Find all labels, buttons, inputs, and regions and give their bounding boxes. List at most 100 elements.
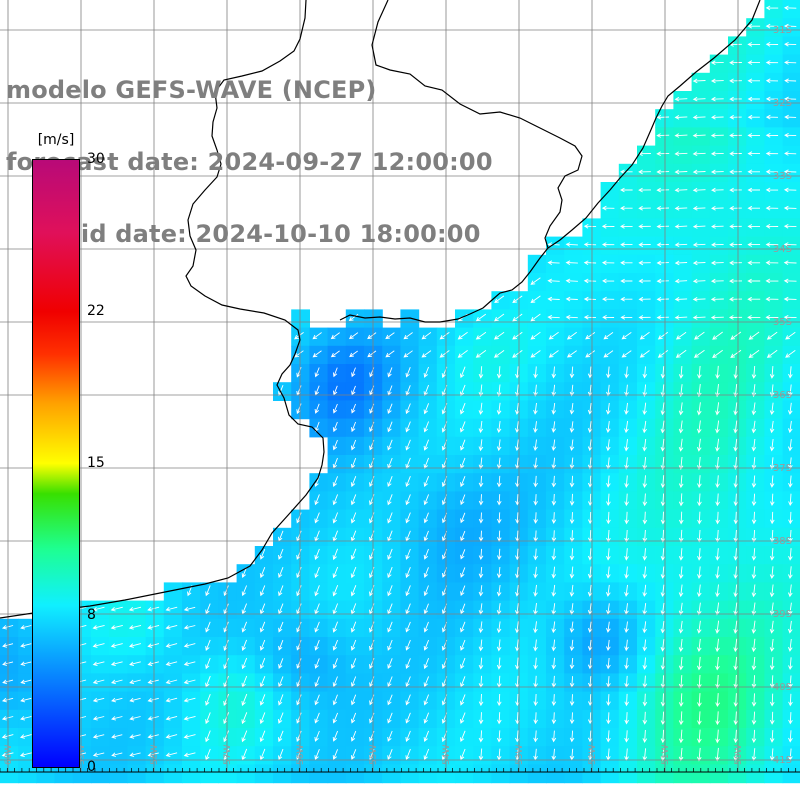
wind-arrow: [551, 584, 557, 597]
field-cell: [345, 436, 365, 456]
field-cell: [236, 673, 256, 693]
field-cell: [418, 673, 438, 693]
field-cell: [455, 473, 474, 492]
wind-arrow: [296, 730, 302, 742]
wind-arrow: [496, 439, 502, 452]
wind-arrow: [421, 350, 432, 358]
field-cell: [491, 673, 511, 693]
field-cell: [782, 491, 800, 511]
wind-arrow: [312, 350, 322, 358]
wind-arrow: [624, 493, 629, 507]
field-cell: [782, 145, 800, 165]
field-cell: [473, 491, 492, 511]
wind-arrow: [241, 639, 248, 651]
field-cell: [527, 582, 547, 602]
field-cell: [782, 600, 800, 620]
wind-arrow: [751, 420, 757, 434]
wind-arrow: [769, 675, 775, 689]
wind-arrow: [675, 331, 687, 340]
wind-arrow: [350, 730, 357, 742]
wind-arrow: [656, 315, 669, 320]
field-cell: [327, 473, 347, 492]
field-cell: [546, 618, 565, 638]
field-cell: [182, 764, 201, 784]
wind-arrow: [478, 712, 484, 725]
field-cell: [273, 618, 292, 638]
wind-arrow: [565, 278, 578, 284]
wind-arrow: [692, 206, 706, 211]
field-cell: [728, 564, 747, 583]
wind-arrow: [715, 548, 720, 561]
field-cell: [600, 746, 620, 765]
field-cell: [491, 400, 511, 420]
wind-arrow: [259, 712, 266, 725]
field-cell: [254, 746, 274, 765]
field-cell: [345, 400, 365, 420]
wind-arrow: [332, 712, 339, 724]
field-cell: [746, 527, 765, 547]
wind-arrow: [787, 402, 793, 415]
field-cell: [546, 473, 565, 492]
field-cell: [746, 163, 765, 183]
wind-arrow: [92, 697, 105, 703]
field-cell: [527, 618, 547, 638]
wind-arrow: [765, 133, 779, 138]
wind-arrow: [715, 402, 720, 416]
wind-arrow: [405, 567, 411, 579]
wind-arrow: [496, 494, 502, 506]
field-cell: [491, 637, 511, 656]
wind-arrow: [548, 331, 559, 340]
field-cell: [491, 309, 511, 329]
wind-arrow: [656, 206, 670, 211]
field-cell: [728, 709, 747, 729]
field-cell: [746, 455, 765, 474]
field-cell: [782, 527, 800, 547]
wind-arrow: [587, 403, 593, 415]
field-cell: [637, 145, 656, 165]
field-cell: [709, 400, 729, 420]
field-cell: [527, 473, 547, 492]
field-cell: [91, 673, 110, 693]
field-cell: [546, 291, 565, 310]
wind-arrow: [765, 114, 779, 120]
wind-arrow: [183, 752, 196, 758]
field-cell: [600, 509, 620, 529]
field-cell: [418, 509, 438, 529]
wind-arrow: [547, 278, 560, 284]
field-cell: [254, 582, 274, 602]
wind-arrow: [769, 620, 775, 634]
wind-arrow: [205, 694, 211, 706]
field-cell: [345, 655, 365, 674]
field-cell: [200, 691, 219, 711]
field-cell: [455, 637, 474, 656]
field-cell: [163, 673, 183, 693]
field-cell: [182, 691, 201, 711]
field-cell: [527, 764, 547, 784]
wind-arrow: [223, 693, 230, 706]
field-cell: [728, 273, 747, 292]
wind-arrow: [710, 78, 724, 84]
wind-arrow: [565, 242, 578, 247]
wind-arrow: [385, 350, 395, 358]
field-cell: [273, 655, 292, 674]
field-cell: [637, 655, 656, 674]
wind-arrow: [715, 384, 720, 398]
field-cell: [618, 327, 638, 347]
field-cell: [600, 309, 620, 329]
field-cell: [254, 655, 274, 674]
wind-arrow: [747, 169, 760, 175]
field-cell: [709, 673, 729, 693]
field-cell: [400, 673, 420, 693]
field-cell: [254, 618, 274, 638]
wind-arrow: [751, 656, 757, 671]
wind-arrow: [351, 403, 357, 414]
wind-arrow: [551, 712, 557, 725]
field-cell: [382, 746, 401, 765]
field-cell: [782, 691, 800, 711]
wind-arrow: [569, 639, 575, 652]
field-cell: [691, 291, 711, 310]
wind-arrow: [606, 694, 611, 707]
wind-arrow: [783, 5, 797, 11]
field-cell: [0, 637, 19, 656]
field-cell: [291, 728, 310, 747]
